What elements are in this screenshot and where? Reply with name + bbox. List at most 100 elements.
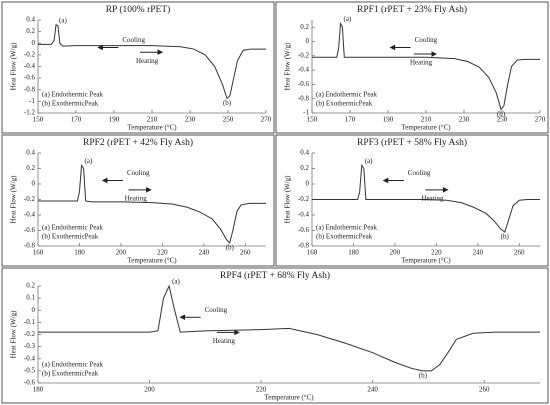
x-tick-label: 230 [459, 116, 470, 124]
x-tick-label: 190 [383, 116, 394, 124]
y-tick-label: -0.1 [24, 318, 36, 326]
curve [38, 23, 266, 100]
peak-a-label: (a) [365, 157, 373, 165]
y-tick-label: -0.8 [24, 85, 36, 93]
heating-arrow [128, 187, 152, 193]
legend-entry: (b) ExothermicPeak [316, 233, 373, 241]
x-tick-label: 220 [431, 249, 442, 257]
y-tick-label: -0.6 [24, 226, 36, 234]
peak-b-label: (b) [497, 110, 506, 118]
cooling-label: Cooling [415, 36, 438, 44]
peak-a-label: (a) [344, 15, 352, 23]
y-tick-label: -0.2 [298, 195, 310, 203]
y-tick-label: 0 [32, 180, 36, 188]
y-tick-label: -1.2 [24, 109, 36, 117]
x-tick-label: 210 [421, 116, 432, 124]
heating-label: Heating [410, 59, 433, 67]
y-axis-label: Heat Flow (W/g) [10, 175, 18, 223]
panel-border [1, 1, 275, 134]
y-tick-label: -0.4 [298, 66, 310, 74]
peak-a-label: (a) [59, 16, 67, 24]
legend-entry: (a) Endothermic Peak [42, 91, 104, 99]
panel-title: RPF1 (rPET + 23% Fly Ash) [357, 4, 467, 15]
x-tick-label: 180 [33, 386, 44, 394]
y-tick-label: 0 [306, 37, 310, 45]
cooling-label: Cooling [205, 306, 228, 314]
y-tick-label: -0.4 [298, 211, 310, 219]
x-tick-label: 170 [345, 116, 356, 124]
x-tick-label: 240 [199, 249, 210, 257]
x-axis-label: Temperature (°C) [401, 124, 451, 132]
peak-b-label: (b) [501, 233, 510, 241]
y-tick-label: -0.5 [24, 366, 36, 374]
legend-entry: (b) ExothermicPeak [42, 100, 99, 108]
x-tick-label: 150 [33, 116, 44, 124]
legend-entry: (a) Endothermic Peak [316, 91, 378, 99]
peak-a-label: (a) [172, 278, 180, 286]
y-tick-label: 0.2 [300, 23, 309, 31]
x-tick-label: 260 [240, 249, 251, 257]
y-tick-label: 0.2 [26, 164, 35, 172]
x-axis-label: Temperature (°C) [127, 257, 177, 265]
cooling-arrow [179, 314, 201, 321]
x-tick-label: 220 [256, 386, 267, 394]
y-tick-label: -0.4 [24, 354, 36, 362]
y-axis-label: Heat Flow (W/g) [284, 42, 292, 90]
y-tick-label: 0.4 [300, 149, 309, 157]
y-tick-label: -0.2 [24, 50, 36, 58]
x-tick-label: 200 [390, 249, 401, 257]
legend-entry: (a) Endothermic Peak [316, 224, 378, 232]
heating-label: Heating [213, 337, 236, 345]
legend-entry: (b) ExothermicPeak [42, 370, 99, 378]
x-tick-label: 180 [74, 249, 85, 257]
y-tick-label: -0.6 [24, 379, 36, 387]
peak-b-label: (b) [223, 99, 232, 107]
y-axis-label: Heat Flow (W/g) [10, 310, 18, 358]
x-tick-label: 240 [473, 249, 484, 257]
panel-border [275, 134, 549, 267]
y-tick-label: 0.1 [26, 294, 35, 302]
legend-entry: (a) Endothermic Peak [42, 224, 104, 232]
y-tick-label: 0.4 [26, 149, 35, 157]
panel-border [1, 134, 275, 267]
y-tick-label: 0.2 [26, 27, 35, 35]
cooling-arrow [389, 44, 411, 51]
cooling-label: Cooling [122, 36, 145, 44]
x-tick-label: 180 [348, 249, 359, 257]
panel-title: RPF4 (rPET + 68% Fly Ash) [220, 270, 330, 281]
y-tick-label: -0.8 [24, 242, 36, 250]
peak-b-label: (b) [226, 244, 235, 252]
x-tick-label: 270 [535, 116, 546, 124]
x-tick-label: 210 [147, 116, 158, 124]
peak-a-label: (a) [85, 157, 93, 165]
y-tick-label: 0 [32, 39, 36, 47]
x-tick-label: 160 [307, 249, 318, 257]
x-tick-label: 260 [479, 386, 490, 394]
y-axis-label: Heat Flow (W/g) [284, 175, 292, 223]
legend-entry: (b) ExothermicPeak [42, 233, 99, 241]
y-tick-label: -0.8 [298, 94, 310, 102]
heating-arrow [414, 51, 438, 57]
heating-arrow [425, 187, 449, 193]
x-tick-label: 240 [367, 386, 378, 394]
peak-b-label: (b) [419, 371, 428, 379]
legend-entry: (b) ExothermicPeak [316, 100, 373, 108]
y-tick-label: -0.4 [24, 62, 36, 70]
x-tick-label: 150 [307, 116, 318, 124]
x-axis-label: Temperature (°C) [401, 257, 451, 265]
curve [38, 284, 540, 372]
y-tick-label: -0.2 [24, 330, 36, 338]
x-tick-label: 160 [33, 249, 44, 257]
curve [312, 21, 540, 111]
heating-arrow [216, 329, 240, 336]
x-tick-label: 270 [261, 116, 272, 124]
y-tick-label: 0 [32, 306, 36, 314]
x-axis-label: Temperature (°C) [127, 124, 177, 132]
x-tick-label: 250 [497, 116, 508, 124]
x-tick-label: 200 [116, 249, 127, 257]
curve [38, 163, 266, 244]
y-tick-label: 0.4 [26, 16, 35, 24]
legend-entry: (a) Endothermic Peak [42, 361, 104, 369]
heating-label: Heating [421, 194, 444, 202]
